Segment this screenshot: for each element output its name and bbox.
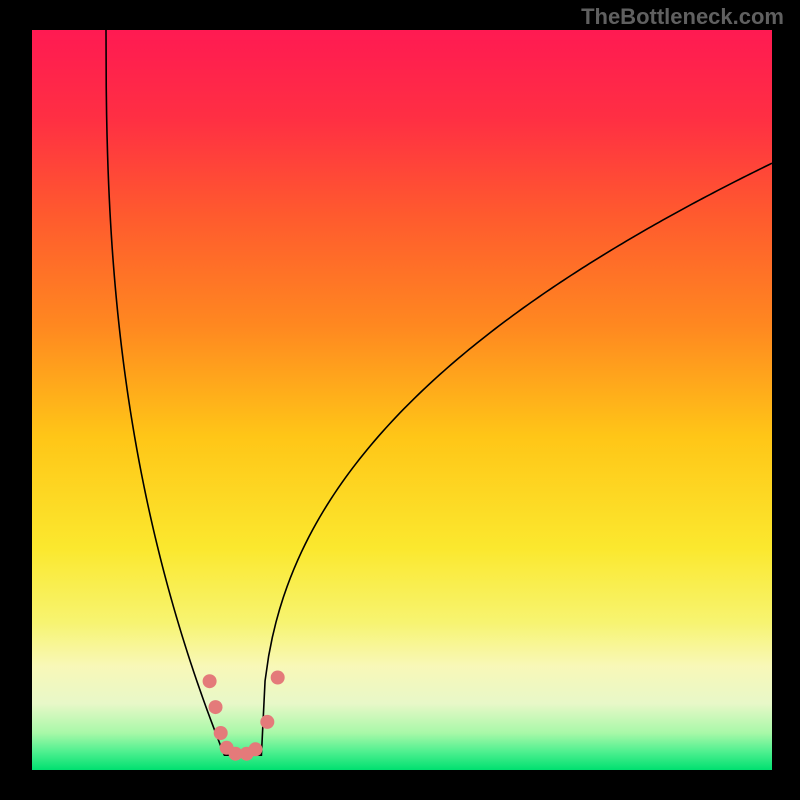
marker-point <box>271 671 285 685</box>
chart-container: { "watermark": "TheBottleneck.com", "cha… <box>0 0 800 800</box>
marker-point <box>260 715 274 729</box>
marker-point <box>214 726 228 740</box>
watermark-text: TheBottleneck.com <box>581 4 784 30</box>
marker-point <box>203 674 217 688</box>
marker-point <box>248 742 262 756</box>
marker-point <box>209 700 223 714</box>
plot-background <box>32 30 772 770</box>
chart-svg <box>0 0 800 800</box>
